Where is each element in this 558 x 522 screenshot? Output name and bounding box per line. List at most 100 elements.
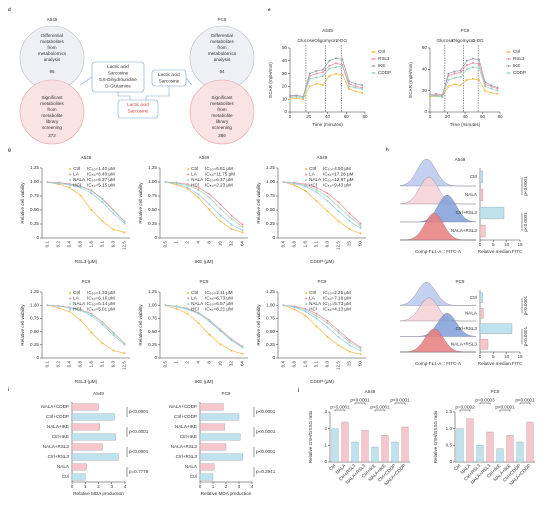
data-point	[447, 79, 450, 81]
data-point	[315, 76, 318, 79]
y-tick-label: 40	[422, 67, 428, 72]
legend-marker	[372, 65, 375, 67]
data-point	[348, 344, 351, 347]
data-point	[484, 89, 487, 92]
data-point	[361, 87, 364, 90]
data-point	[208, 320, 211, 323]
y-tick-label: Ctrl	[470, 174, 477, 179]
significance-bracket	[374, 409, 386, 412]
data-point	[186, 312, 189, 315]
legend-marker	[305, 297, 308, 300]
series-line	[283, 181, 361, 224]
p-value: p=0.7779	[129, 469, 149, 474]
series-line	[165, 181, 243, 225]
y-tick-label: 0	[272, 235, 275, 240]
data-point	[465, 64, 468, 67]
legend-ic50: IC₅₀=17.28 μM	[323, 172, 353, 177]
venn-text: analysis	[214, 57, 231, 62]
y-tick-label: Ctrl+CDDP	[46, 414, 69, 419]
legend-marker	[187, 297, 190, 300]
bar	[479, 292, 483, 304]
y-tick-label: NALA+RSL3	[171, 444, 198, 449]
bar	[516, 441, 524, 463]
data-point	[315, 82, 318, 85]
data-point	[164, 181, 167, 183]
x-axis-label: Relative MDA production	[201, 491, 252, 496]
chart-title: PC9	[461, 28, 470, 33]
data-point	[175, 307, 178, 310]
data-point	[471, 61, 474, 64]
y-tick-label: 0.5	[446, 443, 453, 448]
x-axis-label: RSL3 (μM)	[75, 259, 98, 264]
x-tick-label: 8	[207, 361, 212, 364]
legend-marker	[507, 51, 510, 53]
y-tick-label: 3	[324, 409, 327, 414]
bar	[391, 441, 399, 463]
annotation-label: Glucose	[436, 38, 453, 43]
legend-ic50: IC₅₀=9.43 μM	[323, 183, 351, 188]
venn-circle	[189, 79, 255, 145]
chart-title: A549	[322, 28, 333, 33]
y-tick-label: 2	[324, 426, 327, 431]
data-point	[441, 96, 444, 99]
x-tick-label: 1	[84, 484, 87, 489]
data-point	[230, 217, 233, 220]
data-point	[334, 57, 337, 60]
data-point	[337, 210, 340, 213]
metabolite-box	[117, 99, 159, 119]
x-tick-label: 60	[480, 114, 486, 119]
x-tick-label: 8	[207, 241, 212, 244]
legend-label: LA	[191, 172, 198, 177]
bar	[506, 435, 514, 463]
venn-text: from	[217, 107, 226, 112]
y-tick-label: Ctrl	[190, 474, 197, 479]
y-tick-label: 0.75	[30, 316, 39, 321]
bar	[341, 421, 349, 463]
y-tick-label: 0.50	[148, 329, 157, 334]
venn-text: screening	[212, 125, 232, 130]
data-point	[175, 305, 178, 308]
y-tick-label: 0.75	[266, 193, 275, 198]
y-tick-label: NALA+CDDP	[41, 404, 69, 409]
legend-label: LA	[191, 296, 198, 301]
data-point	[337, 331, 340, 334]
data-point	[112, 334, 115, 337]
bar	[476, 445, 484, 463]
x-tick-label: 0	[429, 114, 432, 119]
x-tick-label: 2	[97, 484, 100, 489]
venn-text: screening	[42, 125, 62, 130]
chart-title: PC9	[222, 391, 231, 396]
venn-text: metabolite	[41, 113, 63, 118]
data-point	[308, 72, 311, 75]
x-tick-label: 0.1	[45, 361, 50, 368]
y-tick-label: 0.75	[148, 193, 157, 198]
x-tick-label: 0	[71, 484, 74, 489]
y-tick-label: 1.25	[266, 165, 275, 170]
legend-marker	[305, 303, 308, 305]
x-tick-label: 3	[238, 484, 241, 489]
y-tick-label: 1.25	[148, 165, 157, 170]
data-point	[79, 309, 82, 312]
y-tick-label: Ctrl+RSL3	[48, 454, 70, 459]
data-point	[348, 80, 351, 83]
y-tick-label: 1.00	[148, 302, 157, 307]
data-point	[354, 86, 357, 89]
data-point	[68, 310, 71, 313]
y-tick-label: 10	[282, 96, 288, 101]
p-value: p<0.0001	[370, 405, 390, 410]
data-point	[496, 86, 499, 89]
data-point	[241, 223, 244, 226]
x-tick-label: 12.5	[122, 361, 127, 370]
venn-count: 96	[49, 69, 55, 74]
p-value: p<0.0001	[256, 449, 276, 454]
annotation-label: Oligomycin	[452, 38, 475, 43]
legend-ic50: IC₅₀=2.11 μM	[205, 290, 233, 295]
venn-text: metabolites	[210, 101, 234, 106]
data-point	[101, 198, 104, 201]
legend-marker	[69, 292, 72, 294]
x-axis-label: Relative median FITC	[478, 249, 523, 254]
bar	[479, 224, 486, 238]
legend-label: Ctrl	[73, 290, 80, 295]
bar	[361, 430, 369, 463]
